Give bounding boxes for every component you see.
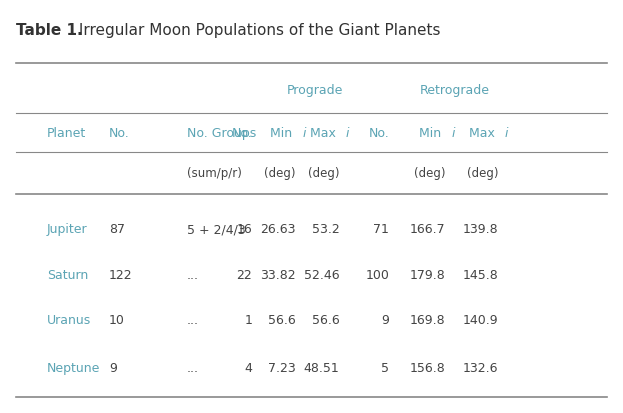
Text: 132.6: 132.6 [463, 361, 498, 374]
Text: Jupiter: Jupiter [47, 223, 87, 236]
Text: Max: Max [310, 126, 340, 140]
Text: Planet: Planet [47, 126, 86, 140]
Text: ...: ... [187, 361, 199, 374]
Text: 139.8: 139.8 [463, 223, 498, 236]
Text: (deg): (deg) [264, 167, 296, 180]
Text: Min: Min [419, 126, 445, 140]
Text: 1: 1 [244, 313, 252, 327]
Text: ...: ... [187, 268, 199, 281]
Text: Neptune: Neptune [47, 361, 100, 374]
Text: No.: No. [232, 126, 252, 140]
Text: 71: 71 [374, 223, 389, 236]
Text: i: i [505, 126, 508, 140]
Text: Saturn: Saturn [47, 268, 88, 281]
Text: i: i [346, 126, 350, 140]
Text: Table 1.: Table 1. [16, 23, 82, 38]
Text: i: i [302, 126, 306, 140]
Text: 5 + 2/4/3: 5 + 2/4/3 [187, 223, 245, 236]
Text: 9: 9 [381, 313, 389, 327]
Text: 179.8: 179.8 [410, 268, 445, 281]
Text: (deg): (deg) [308, 167, 340, 180]
Text: 4: 4 [244, 361, 252, 374]
Text: 145.8: 145.8 [463, 268, 498, 281]
Text: 48.51: 48.51 [304, 361, 340, 374]
Text: Min: Min [270, 126, 296, 140]
Text: 16: 16 [237, 223, 252, 236]
Text: No. Groups: No. Groups [187, 126, 256, 140]
Text: 53.2: 53.2 [312, 223, 340, 236]
Text: 156.8: 156.8 [410, 361, 445, 374]
Text: (deg): (deg) [414, 167, 445, 180]
Text: ...: ... [187, 313, 199, 327]
Text: i: i [452, 126, 455, 140]
Text: 169.8: 169.8 [410, 313, 445, 327]
Text: Uranus: Uranus [47, 313, 91, 327]
Text: 5: 5 [381, 361, 389, 374]
Text: 10: 10 [109, 313, 125, 327]
Text: 140.9: 140.9 [463, 313, 498, 327]
Text: 122: 122 [109, 268, 133, 281]
Text: Irregular Moon Populations of the Giant Planets: Irregular Moon Populations of the Giant … [74, 23, 440, 38]
Text: 33.82: 33.82 [260, 268, 296, 281]
Text: Retrograde: Retrograde [420, 83, 490, 97]
Text: 22: 22 [237, 268, 252, 281]
Text: 100: 100 [366, 268, 389, 281]
Text: 52.46: 52.46 [304, 268, 340, 281]
Text: 166.7: 166.7 [410, 223, 445, 236]
Text: Prograde: Prograde [287, 83, 343, 97]
Text: 87: 87 [109, 223, 125, 236]
Text: 9: 9 [109, 361, 117, 374]
Text: 56.6: 56.6 [312, 313, 340, 327]
Text: No.: No. [369, 126, 389, 140]
Text: (deg): (deg) [467, 167, 498, 180]
Text: No.: No. [109, 126, 130, 140]
Text: 26.63: 26.63 [260, 223, 296, 236]
Text: 7.23: 7.23 [268, 361, 296, 374]
Text: Max: Max [468, 126, 498, 140]
Text: 56.6: 56.6 [268, 313, 296, 327]
Text: (sum/p/r): (sum/p/r) [187, 167, 242, 180]
